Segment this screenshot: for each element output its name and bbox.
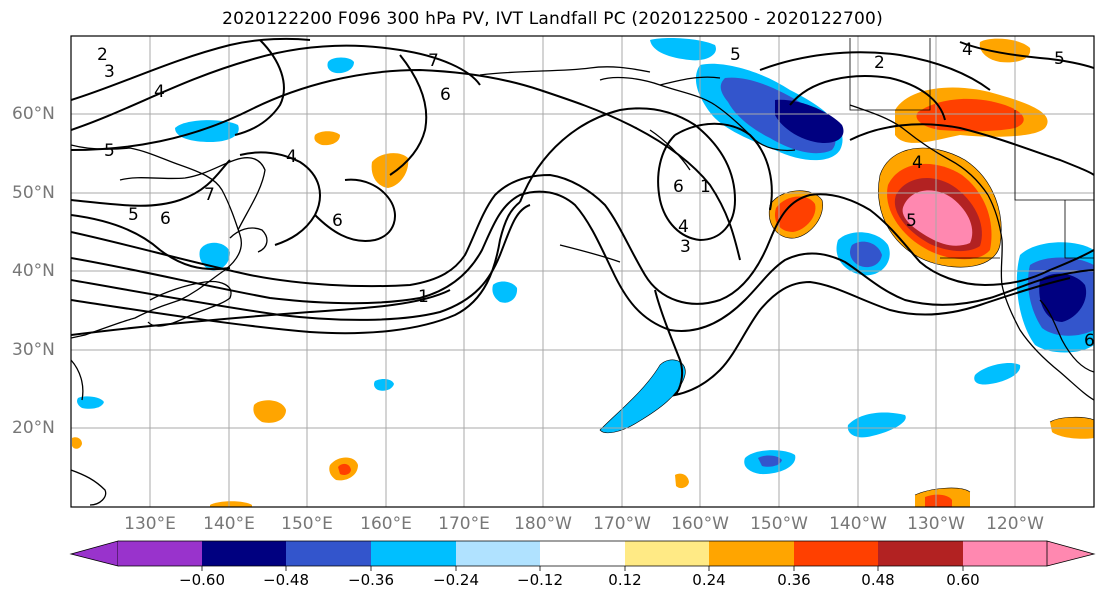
contour-label: 5 [1054,49,1065,69]
contour-label: 4 [912,153,923,173]
colorbar-tick-label: 0.24 [692,571,726,589]
borders [849,38,1094,259]
colorbar-tick-label: 0.36 [777,571,811,589]
contour-label: 4 [286,147,297,167]
graticule [71,36,1094,507]
colorbar-tick-label: 0.60 [946,571,980,589]
contour-label: 4 [962,40,973,60]
contour-label: 6 [673,177,684,197]
lon-label: 150°W [750,514,808,534]
contour-label: 3 [680,237,691,257]
colorbar-tick-label: −0.12 [517,571,563,589]
lon-label: 160°W [671,514,729,534]
pv-contours [71,37,1094,397]
colorbar-tick-label: −0.24 [433,571,479,589]
colorbar-tick-label: 0.48 [861,571,895,589]
lon-label: 170°W [593,514,651,534]
colorbar-tick-label: −0.36 [348,571,394,589]
contour-label: 2 [874,53,885,73]
lat-label: 40°N [12,261,55,281]
colorbar-tick-label: −0.48 [263,571,309,589]
contour-label: 6 [1084,331,1095,351]
contour-label: 7 [204,185,215,205]
lat-label: 20°N [12,418,55,438]
contour-label: 5 [104,141,115,161]
contour-label: 3 [104,62,115,82]
contour-label: 4 [154,82,165,102]
contour-label: 5 [128,205,139,225]
lon-label: 170°E [438,514,490,534]
lon-label: 180°W [514,514,572,534]
contour-label-group: 2 3 4 5 6 7 1 4 5 6 7 6 6 4 3 1 2 4 5 5 … [97,40,1095,351]
lon-label: 140°W [829,514,887,534]
map-title: 2020122200 F096 300 hPa PV, IVT Landfall… [222,9,883,29]
lat-label: 50°N [12,183,55,203]
contour-label: 5 [730,45,741,65]
contour-label: 6 [332,211,343,231]
contour-label: 7 [428,51,439,71]
lon-label: 140°E [203,514,255,534]
contour-label: 4 [678,217,689,237]
coastlines [71,66,1094,506]
lat-label: 30°N [12,340,55,360]
contour-label: 1 [418,287,429,307]
lon-label: 120°W [986,514,1044,534]
colorbar-tick-label: 0.12 [608,571,642,589]
contour-label: 1 [700,177,711,197]
colorbar-tick-label: −0.60 [179,571,225,589]
map-frame [70,35,1095,508]
lon-label: 160°E [360,514,412,534]
contour-label: 6 [440,85,451,105]
contour-label: 2 [97,45,108,65]
lon-label: 150°E [281,514,333,534]
lon-label: 130°W [907,514,965,534]
lon-label: 130°E [124,514,176,534]
lat-label: 60°N [12,104,55,124]
contour-label: 5 [906,211,917,231]
contour-label: 6 [160,209,171,229]
